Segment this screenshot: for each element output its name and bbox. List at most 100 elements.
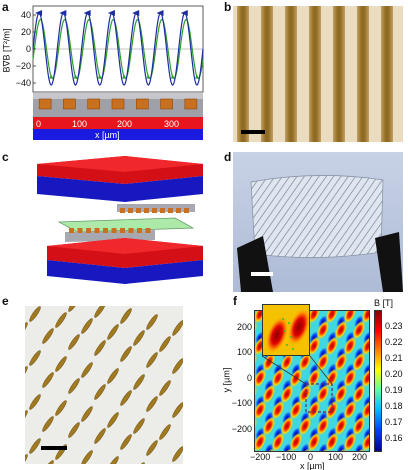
particle [42, 416, 54, 432]
field-maximum [307, 400, 321, 420]
particle [68, 378, 80, 394]
particle [133, 418, 145, 434]
field-maximum [271, 432, 285, 452]
particle [146, 396, 158, 412]
scale-bar [41, 446, 67, 450]
field-maximum [343, 336, 357, 356]
field-maximum [352, 352, 366, 372]
arrow-marker [107, 10, 115, 16]
particle [94, 384, 106, 400]
particle [94, 306, 106, 318]
top-magnet-blue [37, 176, 203, 202]
colorbar-tick: 0.23 [385, 321, 403, 331]
ytick-label: 0 [246, 373, 252, 383]
scale-bar [241, 130, 265, 134]
field-maximum [334, 416, 348, 436]
particle [42, 372, 54, 388]
magnet-block [184, 208, 189, 213]
arrow-marker [122, 74, 127, 79]
particle [25, 454, 28, 464]
particle [146, 440, 158, 456]
field-maximum [352, 384, 366, 404]
panel-a-plot [32, 5, 204, 140]
magnet-block [87, 98, 101, 110]
field-maximum [289, 432, 303, 452]
particle [172, 446, 183, 462]
xtick-label: 100 [72, 119, 88, 129]
colorbar-tick: 0.20 [385, 369, 403, 379]
panel-label-a: a [2, 0, 9, 14]
field-maximum [307, 336, 321, 356]
magnet-block [144, 208, 149, 213]
ytick-label: 40 [20, 10, 31, 20]
arrow-marker [170, 74, 175, 79]
xtick-label: −200 [250, 452, 271, 462]
lower-stripes [69, 228, 151, 233]
field-maximum [325, 336, 339, 356]
colorbar [374, 310, 382, 452]
particle [55, 356, 67, 372]
field-maximum [361, 400, 370, 420]
x-axis-label: x [µm] [95, 130, 120, 140]
force-curves [32, 10, 204, 86]
field-maximum [316, 384, 330, 404]
particle [159, 380, 171, 396]
field-maximum [262, 384, 276, 404]
particle [25, 366, 28, 382]
colorbar-tick: 0.19 [385, 385, 403, 395]
arrow-marker [97, 74, 102, 79]
film-photo [237, 175, 403, 292]
dark-stripe [237, 6, 249, 142]
tweezer-right [375, 232, 403, 292]
dark-stripe [309, 6, 321, 142]
magnet-block [128, 208, 133, 213]
xtick-label: −100 [276, 452, 297, 462]
magnet-block [38, 98, 52, 110]
particle [94, 340, 106, 356]
field-maximum [343, 400, 357, 420]
magnet-block [77, 228, 83, 233]
magnet-block [86, 228, 91, 233]
field-maximum [254, 400, 267, 420]
xtick-label: 0 [308, 452, 314, 462]
x-axis-label: x [µm] [300, 461, 325, 470]
zoom-indicator [261, 355, 333, 413]
field-maximum [298, 416, 312, 436]
particle [55, 400, 67, 416]
panel-d-photo [233, 152, 403, 292]
particle [120, 346, 132, 362]
dark-stripe [285, 6, 297, 142]
field-maximum [271, 368, 285, 388]
field-maximum [289, 400, 303, 420]
particle [25, 410, 28, 426]
xtick-label: 100 [328, 452, 344, 462]
particle [172, 320, 183, 336]
arrow-marker [83, 10, 91, 16]
magnet-block [160, 208, 165, 213]
dark-stripe [261, 6, 273, 142]
upper-stripes [120, 208, 189, 213]
field-map-frame [254, 310, 370, 452]
scale-bar [251, 272, 273, 276]
tweezer-left [237, 236, 273, 292]
magnet-block [136, 208, 141, 213]
particle [81, 362, 93, 378]
field-maximum [361, 432, 370, 452]
field-maximum [298, 352, 312, 372]
dark-stripe [333, 6, 345, 142]
field-maximum [271, 400, 285, 420]
magnet-block [168, 208, 173, 213]
elongated-particles [25, 306, 183, 464]
particle [81, 450, 93, 464]
panel-label-d: d [224, 150, 232, 164]
magnet-block [103, 228, 108, 233]
particle [159, 424, 171, 440]
particle [107, 324, 119, 340]
magnet-block [137, 228, 142, 233]
field-maximum [343, 310, 357, 324]
field-maximum [316, 416, 330, 436]
arrow-marker [194, 74, 199, 79]
magnet-blue-bar [33, 129, 203, 140]
arrow-marker [49, 74, 54, 79]
blue-curve [32, 12, 204, 86]
